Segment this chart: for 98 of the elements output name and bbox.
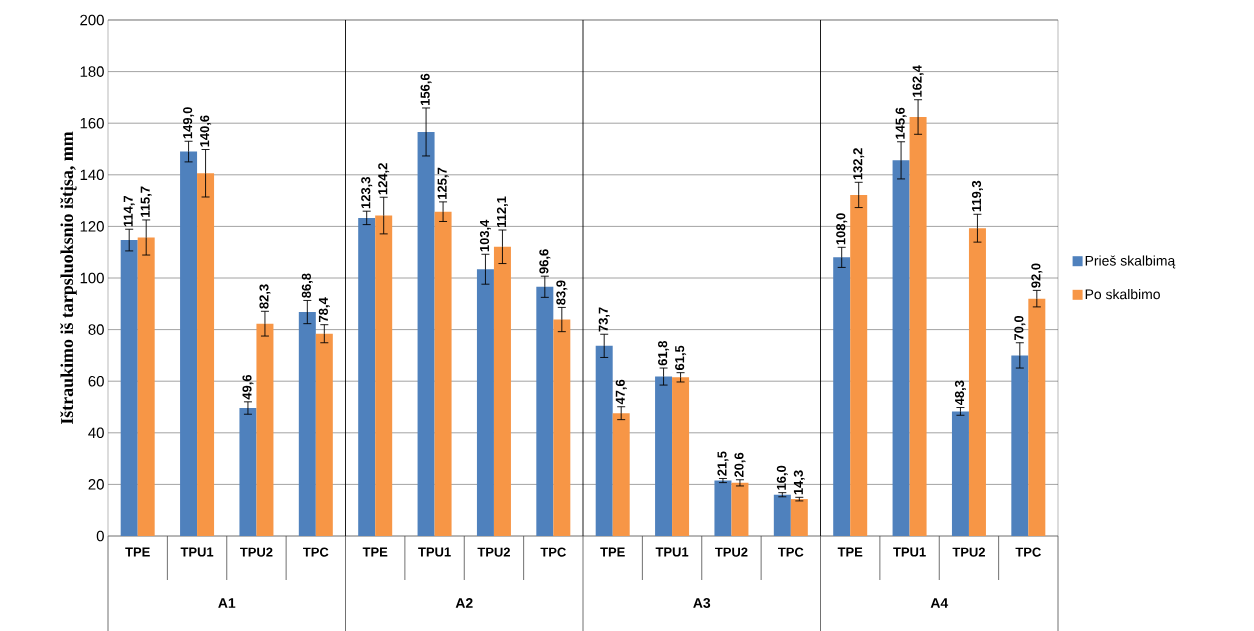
y-tick-label: 160 <box>80 117 104 129</box>
data-label: 61,5 <box>675 345 687 371</box>
data-label: 132,2 <box>853 148 865 180</box>
data-label: 119,3 <box>971 180 983 212</box>
bar <box>536 286 554 536</box>
y-tick-label: 80 <box>88 324 104 335</box>
bar <box>298 312 316 536</box>
legend-label: Po skalbimo <box>1085 289 1160 300</box>
bar <box>256 323 274 536</box>
bar <box>595 345 613 536</box>
bar <box>655 376 673 536</box>
y-tick-label: 40 <box>88 427 104 439</box>
x-tick-label: TPU1 <box>893 547 926 557</box>
y-tick-label: 20 <box>88 479 104 490</box>
y-tick-label: 100 <box>80 272 104 284</box>
y-tick-label: 180 <box>80 66 104 77</box>
y-tick-label: 200 <box>80 14 104 26</box>
data-label: 70,0 <box>1014 315 1026 340</box>
x-tick-label: TPE <box>125 547 150 557</box>
data-label: 162,4 <box>912 65 924 97</box>
data-label: 123,3 <box>361 177 373 209</box>
x-tick-label: TPU2 <box>952 547 985 557</box>
data-label: 16,0 <box>776 465 788 490</box>
text: A3 <box>693 598 711 608</box>
bar <box>773 494 791 536</box>
data-label: 92,0 <box>1031 263 1043 288</box>
bar <box>476 269 494 536</box>
data-label: 47,6 <box>615 379 627 405</box>
bar <box>968 228 986 536</box>
data-label: 49,6 <box>242 374 254 400</box>
y-tick-label: 0 <box>96 530 104 542</box>
x-tick-label: TPE <box>837 547 863 557</box>
bar <box>1011 355 1029 536</box>
data-label: 112,1 <box>496 196 508 227</box>
bar <box>434 211 452 536</box>
x-tick-label: TPC <box>303 547 329 557</box>
bar <box>315 333 333 536</box>
data-label: 82,3 <box>259 284 271 309</box>
data-label: 114,7 <box>123 195 135 227</box>
x-tick-label: TPC <box>778 547 804 557</box>
data-label: 145,6 <box>895 107 907 139</box>
y-tick-label: 120 <box>80 221 104 232</box>
bar <box>951 411 969 536</box>
data-label: 103,4 <box>479 219 491 252</box>
bar <box>790 499 808 536</box>
legend-label: Prieš skalbimą <box>1085 255 1176 269</box>
bar <box>375 215 393 536</box>
x-tick-label: TPC <box>540 547 566 557</box>
bar <box>1028 298 1046 536</box>
data-label: 115,7 <box>140 186 152 217</box>
x-tick-label: TPU1 <box>655 547 689 557</box>
bar <box>909 117 927 536</box>
bar <box>553 319 571 536</box>
data-label: 156,6 <box>420 73 432 105</box>
data-label: 96,6 <box>539 249 551 274</box>
bar <box>417 131 435 536</box>
data-label: 78,4 <box>318 297 330 322</box>
bar <box>239 408 257 536</box>
data-label: 73,7 <box>598 307 610 332</box>
bar <box>833 257 851 536</box>
x-tick-label: TPE <box>362 547 388 557</box>
bar <box>197 173 215 536</box>
text: A2 <box>455 598 473 608</box>
bar <box>672 377 690 536</box>
data-label: 20,6 <box>734 452 746 478</box>
bar <box>892 160 910 536</box>
x-tick-label: TPU1 <box>180 547 214 557</box>
data-label: 108,0 <box>836 213 848 245</box>
x-tick-label: TPU2 <box>240 547 273 557</box>
data-label: 125,7 <box>437 167 449 199</box>
data-label: 149,0 <box>183 107 195 139</box>
x-tick-label: TPU2 <box>477 547 510 557</box>
bar <box>358 217 376 536</box>
y-tick-label: 60 <box>88 375 104 387</box>
data-label: 14,3 <box>793 470 805 495</box>
bar <box>731 482 749 536</box>
text: A4 <box>930 598 949 608</box>
bar <box>120 240 138 536</box>
data-label: 21,5 <box>717 451 729 476</box>
data-label: 83,9 <box>556 280 568 305</box>
bar <box>612 413 630 536</box>
x-tick-label: TPC <box>1015 547 1041 557</box>
x-tick-label: TPU2 <box>715 547 748 557</box>
x-tick-label: TPE <box>600 547 625 557</box>
data-label: 140,6 <box>200 115 212 147</box>
bar <box>850 194 868 536</box>
bar <box>137 237 155 536</box>
bar <box>714 480 732 536</box>
data-label: 61,8 <box>658 341 670 366</box>
y-tick-label: 140 <box>80 169 104 181</box>
bar <box>180 151 198 536</box>
y-axis-title: Ištraukimo iš tarpsluoksnio ištįsa, mm <box>60 131 77 425</box>
text: A1 <box>218 598 236 608</box>
data-label: 48,3 <box>954 380 966 406</box>
bar <box>493 246 511 536</box>
data-label: 86,8 <box>301 273 313 298</box>
x-tick-label: TPU1 <box>418 547 451 557</box>
data-label: 124,2 <box>378 163 390 195</box>
